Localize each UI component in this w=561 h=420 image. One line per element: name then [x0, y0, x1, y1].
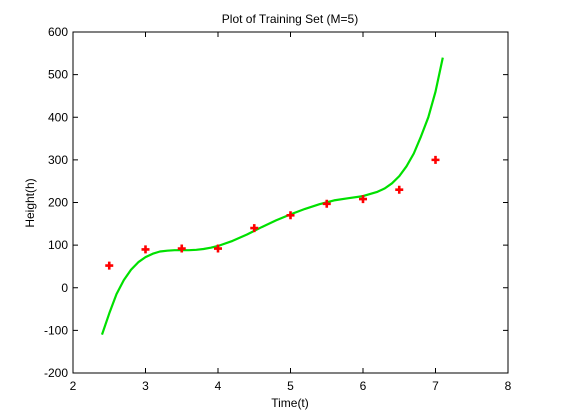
x-tick-label: 6 — [360, 379, 367, 393]
x-tick-label: 4 — [215, 379, 222, 393]
y-tick-label: 200 — [48, 196, 68, 210]
y-tick-label: 0 — [61, 281, 68, 295]
y-tick-label: 400 — [48, 110, 68, 124]
y-tick-label: -200 — [44, 366, 68, 380]
x-tick-label: 2 — [70, 379, 77, 393]
x-tick-label: 7 — [432, 379, 439, 393]
y-tick-label: 600 — [48, 25, 68, 39]
x-tick-label: 8 — [505, 379, 512, 393]
y-axis-label: Height(h) — [23, 178, 37, 227]
y-tick-label: 300 — [48, 153, 68, 167]
chart-title: Plot of Training Set (M=5) — [222, 12, 358, 26]
y-tick-label: -100 — [44, 323, 68, 337]
plot-area: 2 3 4 5 6 7 8 -200 -100 0 100 200 300 400 500 600 — [44, 25, 512, 393]
x-axis-label: Time(t) — [271, 396, 309, 410]
plot-frame — [73, 32, 508, 373]
x-tick-label: 3 — [142, 379, 149, 393]
y-tick-label: 100 — [48, 238, 68, 252]
x-tick-label: 5 — [287, 379, 294, 393]
y-tick-label: 500 — [48, 68, 68, 82]
